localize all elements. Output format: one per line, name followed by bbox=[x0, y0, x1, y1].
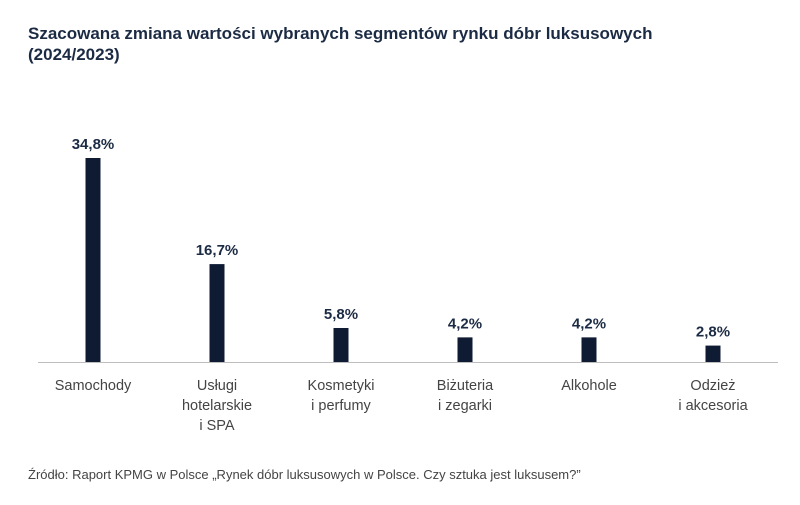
chart-title-line-1: Szacowana zmiana wartości wybranych segm… bbox=[28, 24, 653, 43]
category-label-line: i akcesoria bbox=[678, 398, 748, 414]
category-label-line: Alkohole bbox=[561, 378, 617, 394]
category-label-line: Kosmetyki bbox=[308, 378, 375, 394]
category-label-line: Usługi bbox=[197, 378, 237, 394]
data-label: 4,2% bbox=[448, 315, 482, 332]
category-label: Biżuteria i zegarki bbox=[437, 378, 494, 414]
category-label-line: i SPA bbox=[199, 418, 235, 434]
category-label: Kosmetyki i perfumy bbox=[308, 378, 375, 414]
category-label: Usługi hotelarskie i SPA bbox=[182, 378, 252, 434]
category-label: Odzież i akcesoria bbox=[678, 378, 748, 414]
data-label: 16,7% bbox=[196, 242, 239, 259]
bar bbox=[705, 345, 721, 362]
data-label: 5,8% bbox=[324, 306, 358, 323]
category-label-line: Biżuteria bbox=[437, 378, 494, 394]
category-label: Alkohole bbox=[561, 378, 617, 394]
bar bbox=[581, 337, 597, 362]
data-label: 4,2% bbox=[572, 315, 606, 332]
data-label: 34,8% bbox=[72, 136, 115, 153]
category-label-line: i zegarki bbox=[438, 398, 492, 414]
bar bbox=[85, 158, 101, 362]
category-label-line: Samochody bbox=[55, 378, 132, 394]
bar bbox=[333, 328, 349, 362]
bar bbox=[209, 264, 225, 362]
category-label-line: Odzież bbox=[690, 378, 735, 394]
chart-title: Szacowana zmiana wartości wybranych segm… bbox=[28, 23, 768, 65]
bar bbox=[457, 337, 473, 362]
category-label-line: i perfumy bbox=[311, 398, 371, 414]
category-label-line: hotelarskie bbox=[182, 398, 252, 414]
data-label: 2,8% bbox=[696, 324, 730, 341]
category-label: Samochody bbox=[55, 378, 132, 394]
chart-title-line-2: (2024/2023) bbox=[28, 45, 120, 64]
source-note: Źródło: Raport KPMG w Polsce „Rynek dóbr… bbox=[28, 467, 581, 482]
